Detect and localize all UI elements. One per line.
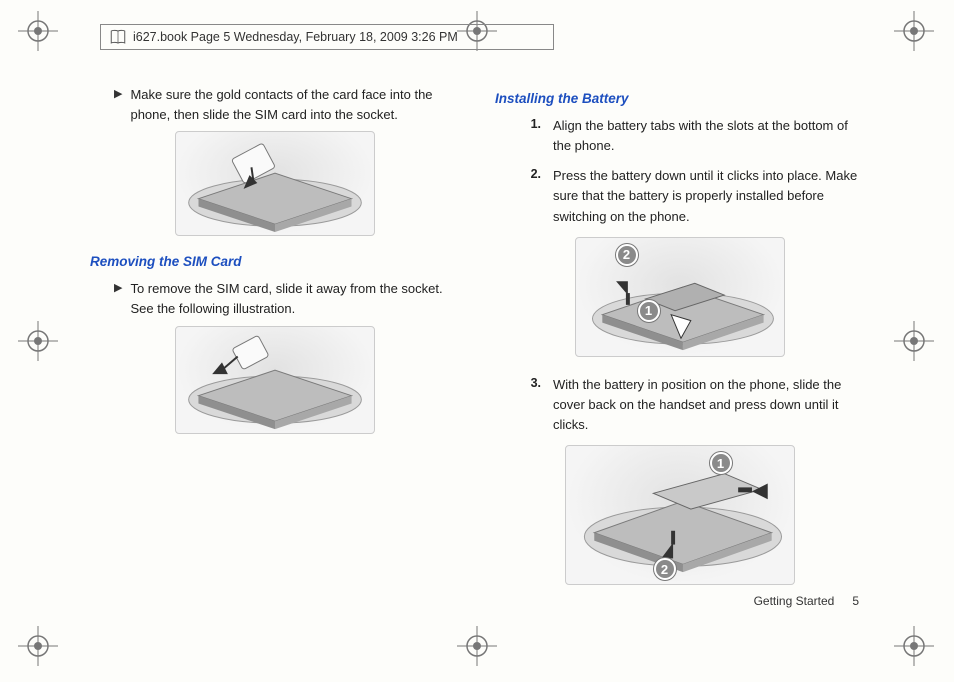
figure-remove-sim [90, 326, 459, 434]
callout-badge: 2 [654, 558, 676, 580]
bullet-text: To remove the SIM card, slide it away fr… [130, 279, 459, 319]
column-left: ▶ Make sure the gold contacts of the car… [90, 85, 459, 592]
column-right: Installing the Battery 1. Align the batt… [495, 85, 864, 592]
bullet-text: Make sure the gold contacts of the card … [130, 85, 459, 125]
step-number: 1. [523, 116, 541, 156]
step-text: With the battery in position on the phon… [553, 375, 864, 435]
callout-badge: 2 [616, 244, 638, 266]
callout-badge: 1 [710, 452, 732, 474]
figure-attach-cover: 1 2 [495, 445, 864, 585]
footer-page-number: 5 [852, 594, 859, 608]
ordered-step: 2. Press the battery down until it click… [523, 166, 864, 226]
crop-mark-top-right [894, 11, 934, 51]
triangle-bullet-icon: ▶ [114, 279, 122, 319]
crop-mark-mid-right [894, 321, 934, 361]
step-number: 3. [523, 375, 541, 435]
ordered-step: 1. Align the battery tabs with the slots… [523, 116, 864, 156]
crop-mark-bottom-left [18, 626, 58, 666]
crop-mark-mid-left [18, 321, 58, 361]
bullet-item: ▶ Make sure the gold contacts of the car… [114, 85, 459, 125]
crop-mark-bottom-center [457, 626, 497, 666]
ordered-step: 3. With the battery in position on the p… [523, 375, 864, 435]
triangle-bullet-icon: ▶ [114, 85, 122, 125]
figure-insert-sim [90, 131, 459, 236]
page-footer: Getting Started 5 [754, 594, 859, 608]
figure-install-battery: 2 1 [495, 237, 864, 357]
step-text: Align the battery tabs with the slots at… [553, 116, 864, 156]
step-text: Press the battery down until it clicks i… [553, 166, 864, 226]
page-body: ▶ Make sure the gold contacts of the car… [90, 85, 864, 592]
bullet-item: ▶ To remove the SIM card, slide it away … [114, 279, 459, 319]
callout-badge: 1 [638, 300, 660, 322]
book-icon [109, 28, 127, 46]
page-header: i627.book Page 5 Wednesday, February 18,… [100, 24, 554, 50]
step-number: 2. [523, 166, 541, 226]
heading-installing-battery: Installing the Battery [495, 91, 864, 106]
crop-mark-top-left [18, 11, 58, 51]
crop-mark-bottom-right [894, 626, 934, 666]
page-header-text: i627.book Page 5 Wednesday, February 18,… [133, 30, 458, 44]
footer-section: Getting Started [754, 594, 835, 608]
heading-removing-sim: Removing the SIM Card [90, 254, 459, 269]
